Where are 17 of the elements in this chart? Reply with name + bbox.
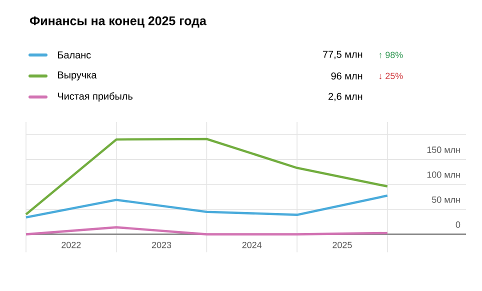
- y-tick-label: 50 млн: [432, 196, 460, 203]
- x-tick-label: 2024: [242, 242, 262, 248]
- legend-label: Выручка: [58, 72, 97, 80]
- legend-label: Чистая прибыль: [58, 92, 133, 102]
- chart-title: Финансы на конец 2025 года: [30, 16, 206, 28]
- text: ↓ 25%: [379, 72, 403, 80]
- x-tick-label: 2022: [62, 242, 81, 248]
- x-tick-label: 2025: [332, 242, 352, 248]
- text: 96 млн: [331, 72, 362, 80]
- text: 77,5 млн: [323, 50, 362, 60]
- text: ↑ 98%: [379, 52, 403, 58]
- y-tick-label: 0: [456, 221, 460, 228]
- x-tick-label: 2023: [152, 242, 172, 248]
- y-tick-label: 100 млн: [427, 172, 460, 178]
- text: 2,6 млн: [328, 92, 362, 102]
- y-tick-label: 150 млн: [427, 146, 460, 153]
- legend-label: Баланс: [58, 52, 91, 58]
